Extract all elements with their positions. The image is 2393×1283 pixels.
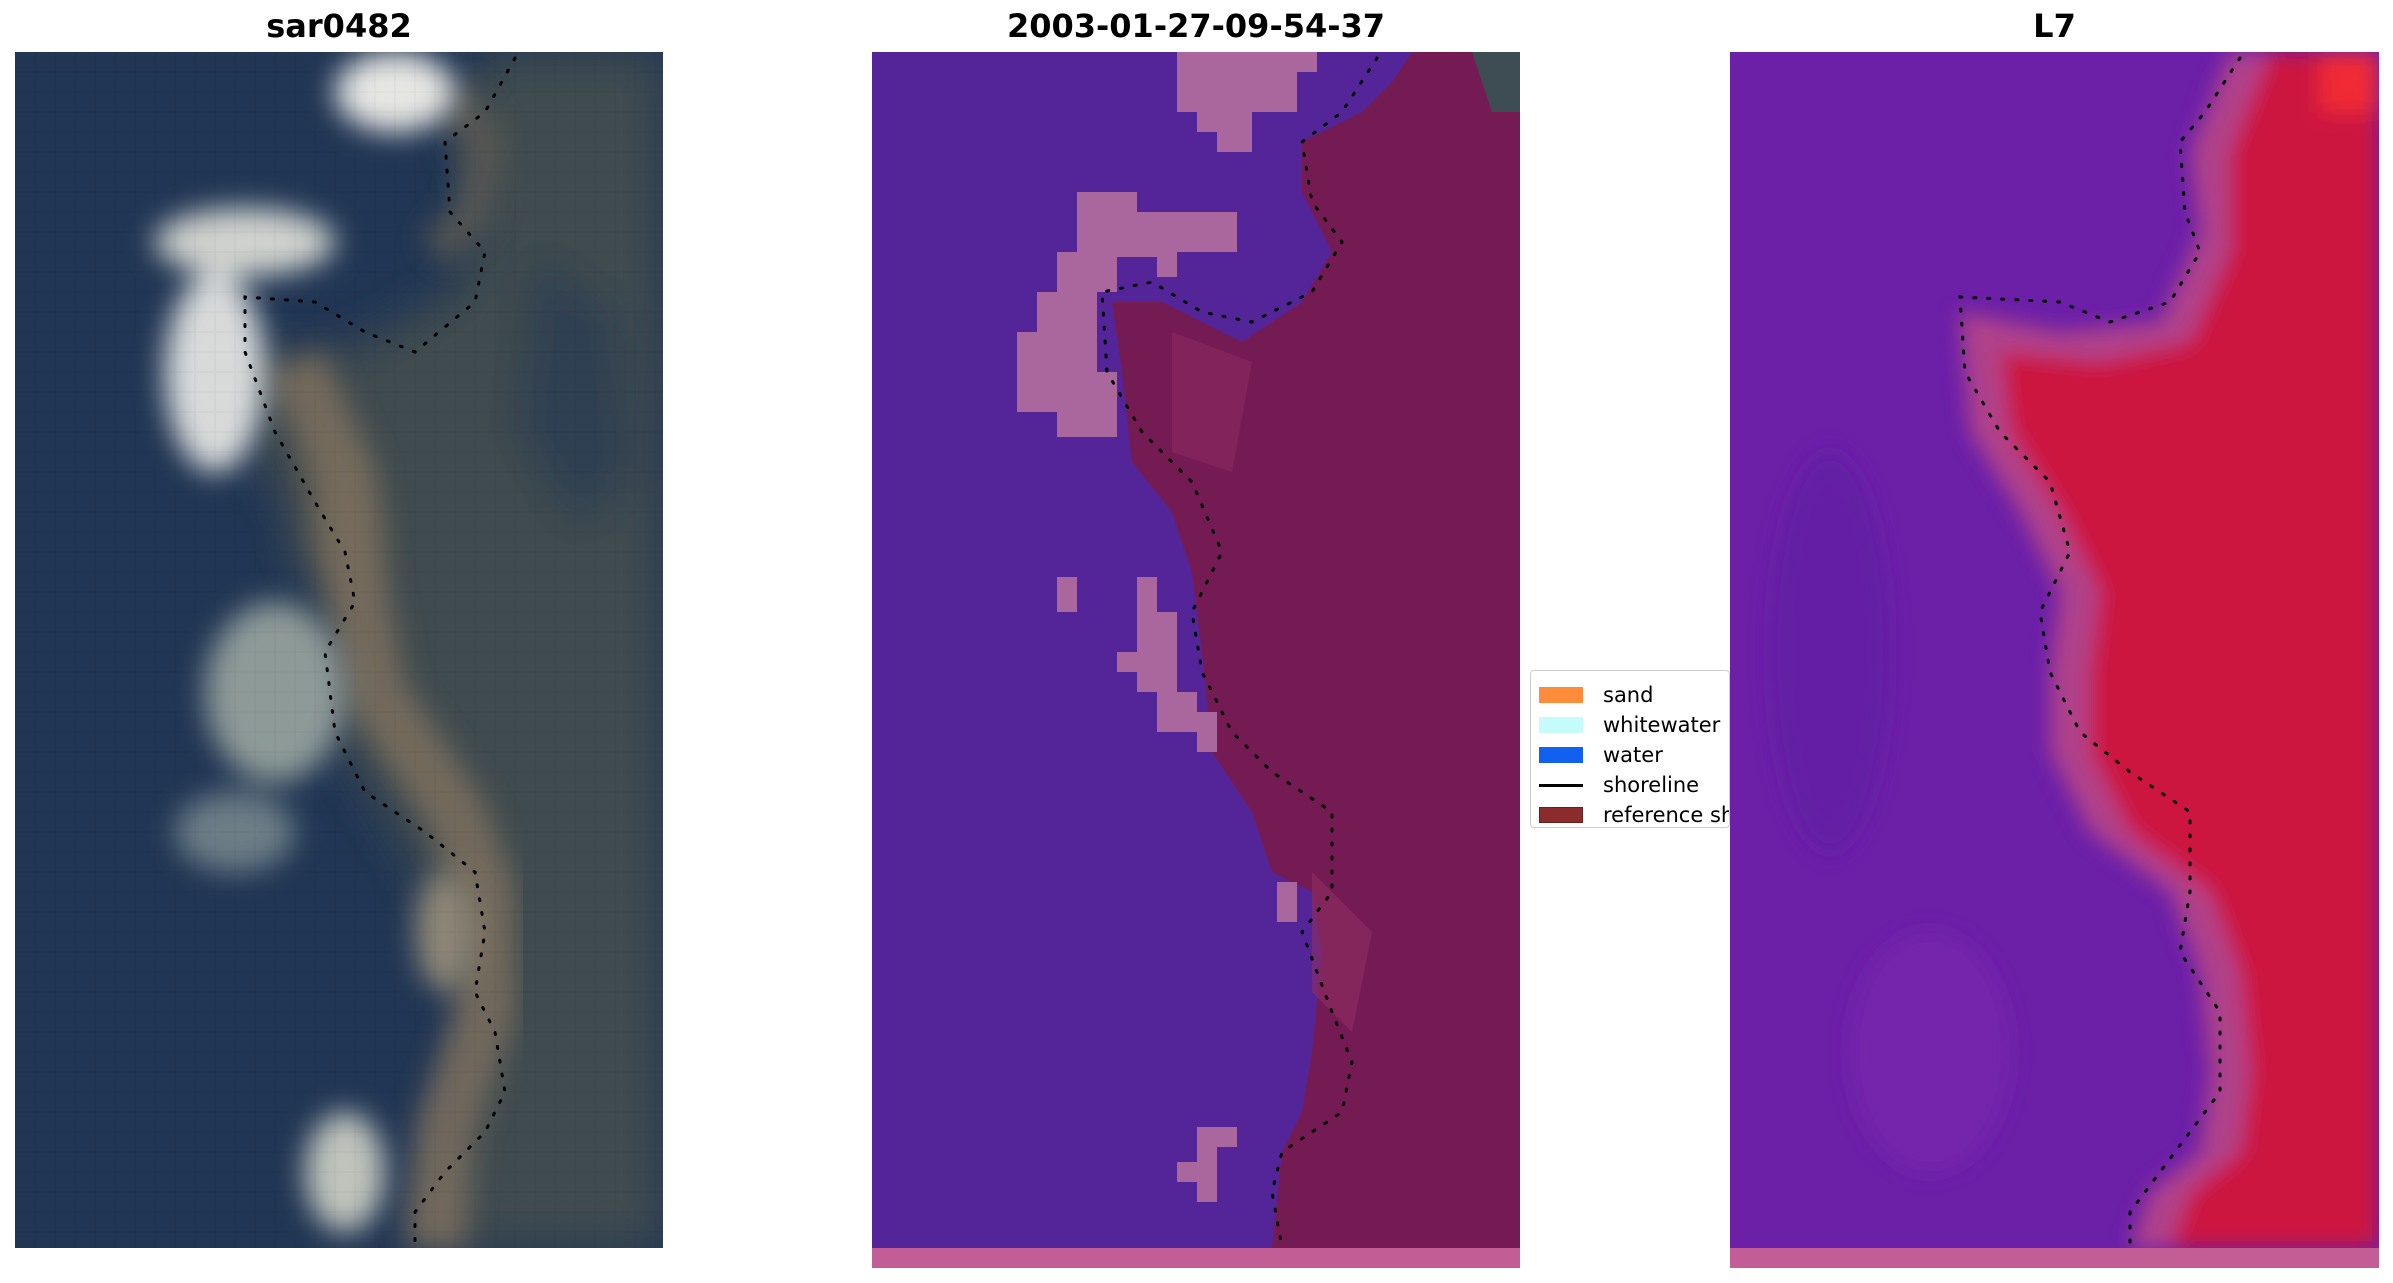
- sand-swatch: [1539, 687, 1583, 703]
- reference-shoreline-swatch: [1539, 807, 1583, 823]
- legend-label-reference-shoreline: reference shoreline: [1603, 803, 1729, 827]
- legend: sand whitewater water shoreline referenc…: [1530, 670, 1730, 828]
- panel-title-rgb: sar0482: [266, 7, 412, 45]
- whitewater-swatch: [1539, 717, 1583, 733]
- index-map: [1730, 52, 2379, 1268]
- rgb-image: [15, 52, 663, 1248]
- shoreline-trace: [1958, 56, 2242, 1250]
- shoreline-trace: [243, 56, 517, 1248]
- legend-label-whitewater: whitewater: [1603, 713, 1721, 737]
- legend-item-whitewater: whitewater: [1539, 711, 1720, 739]
- legend-label-shoreline: shoreline: [1603, 773, 1700, 797]
- rgb-image-panel: [15, 52, 663, 1248]
- panel-title-classification: 2003-01-27-09-54-37: [1006, 7, 1386, 45]
- index-panel: [1730, 52, 2379, 1268]
- legend-label-sand: sand: [1603, 683, 1654, 707]
- water-swatch: [1539, 747, 1583, 763]
- panel-title-index: L7: [2033, 7, 2076, 45]
- legend-item-water: water: [1539, 741, 1663, 769]
- legend-item-sand: sand: [1539, 681, 1653, 709]
- legend-label-water: water: [1603, 743, 1663, 767]
- shoreline-swatch: [1539, 783, 1583, 787]
- legend-item-reference-shoreline: reference shoreline: [1539, 801, 1729, 827]
- legend-item-shoreline: shoreline: [1539, 771, 1699, 799]
- classification-map: [872, 52, 1520, 1268]
- classification-panel: [872, 52, 1520, 1268]
